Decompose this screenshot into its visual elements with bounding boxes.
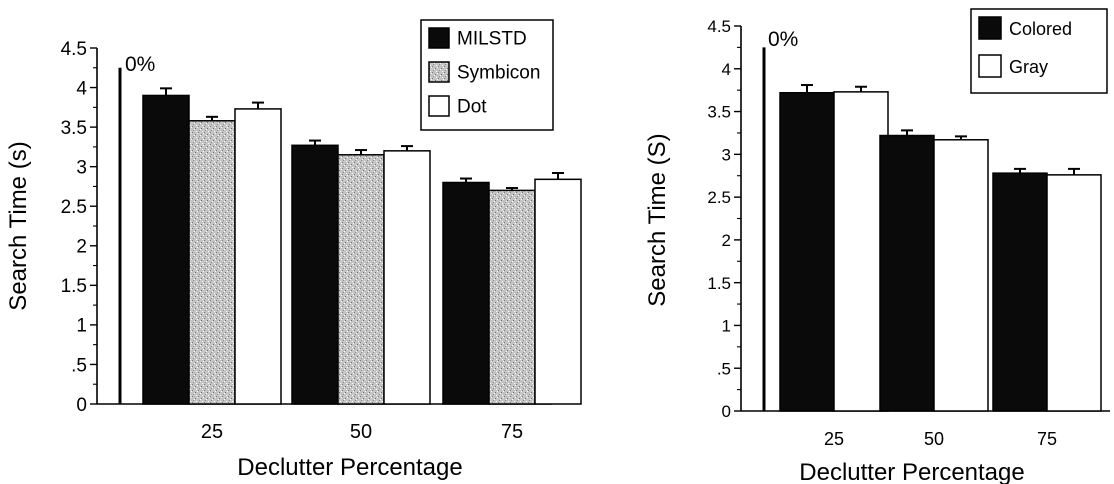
- bar-milstd-75: [442, 181, 490, 405]
- y-tick-label: 4: [722, 60, 731, 79]
- bar-colored-50: [879, 134, 935, 412]
- y-tick-label: 3: [76, 158, 87, 179]
- y-tick-label: 1: [76, 316, 87, 337]
- y-axis-title: Search Time (s): [5, 141, 32, 310]
- y-tick-label: 2.5: [707, 188, 731, 207]
- y-tick-label: 0: [76, 395, 87, 416]
- y-tick-label: 2: [76, 237, 87, 258]
- y-tick-label: .5: [717, 359, 731, 378]
- legend-label: Dot: [457, 96, 487, 117]
- bar-symbicon-50: [337, 154, 385, 405]
- chart-2: 0 .5 1 1.5 2 2.5 3 3.5 4 4.5 25 50 75 0% Declutter Per…: [644, 8, 1110, 484]
- bar-milstd-25: [142, 94, 190, 405]
- x-tick-label: 50: [924, 429, 944, 449]
- bar-dot-50: [383, 150, 431, 405]
- chart-1: 0 .5 1 1.5 2 2.5 3 3.5 4 4.5 25 50 75 0% Declutter Per…: [5, 19, 582, 481]
- bar-dot-75: [534, 178, 582, 405]
- baseline-label: 0%: [125, 53, 155, 76]
- y-tick-label: 0: [722, 402, 731, 421]
- legend-label: MILSTD: [457, 28, 527, 49]
- bar-milstd-50: [291, 144, 339, 405]
- x-axis-title: Declutter Percentage: [799, 459, 1024, 484]
- bar-colored-75: [992, 172, 1048, 412]
- legend-label: Gray: [1009, 57, 1048, 77]
- legend-swatch: [428, 61, 450, 83]
- x-tick-label: 75: [501, 421, 523, 443]
- y-axis-title: Search Time (S): [644, 133, 671, 306]
- legend-swatch: [428, 27, 450, 49]
- y-tick-label: 4: [76, 78, 87, 99]
- legend-swatch: [978, 16, 1002, 40]
- x-tick-label: 25: [201, 421, 223, 443]
- x-tick-label: 50: [350, 421, 372, 443]
- legend-swatch: [428, 95, 450, 117]
- legend-label: Colored: [1009, 19, 1072, 39]
- bar-gray-75: [1046, 174, 1102, 412]
- y-tick-label: 1: [722, 317, 731, 336]
- y-tick-label: 2: [722, 231, 731, 250]
- y-tick-label: 1.5: [707, 274, 731, 293]
- legend-label: Symbicon: [457, 62, 540, 83]
- y-tick-label: 2.5: [61, 197, 87, 218]
- y-tick-label: 4.5: [61, 39, 87, 60]
- legend-swatch: [978, 54, 1002, 78]
- y-tick-label: 3.5: [61, 118, 87, 139]
- y-tick-label: 4.5: [707, 17, 731, 36]
- bar-symbicon-75: [488, 189, 536, 405]
- bar-symbicon-25: [188, 120, 236, 405]
- bar-colored-25: [779, 91, 835, 412]
- y-tick-label: .5: [71, 355, 87, 376]
- bar-gray-25: [833, 91, 889, 412]
- y-tick-label: 3.5: [707, 103, 731, 122]
- y-tick-label: 1.5: [61, 276, 87, 297]
- bar-gray-50: [933, 139, 989, 412]
- x-axis-title: Declutter Percentage: [237, 454, 462, 481]
- x-tick-label: 75: [1037, 429, 1057, 449]
- bar-dot-25: [234, 108, 282, 405]
- y-tick-label: 3: [722, 145, 731, 164]
- x-tick-label: 25: [824, 429, 844, 449]
- baseline-label: 0%: [768, 28, 798, 51]
